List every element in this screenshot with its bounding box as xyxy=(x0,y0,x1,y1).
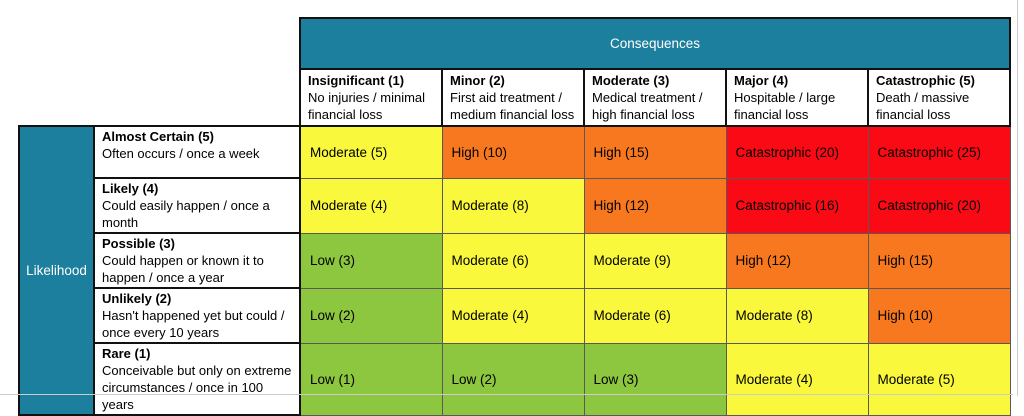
risk-cell: Moderate (5) xyxy=(867,342,1011,416)
column-header-row: Insignificant (1) No injuries / minimal … xyxy=(19,68,1011,127)
row-header-almost-certain: Almost Certain (5) Often occurs / once a… xyxy=(93,125,301,179)
risk-cell: Moderate (6) xyxy=(583,287,727,344)
table-row: Likelihood Almost Certain (5) Often occu… xyxy=(18,125,1011,416)
column-desc: No injuries / minimal financial loss xyxy=(308,90,426,122)
column-title: Moderate (3) xyxy=(592,73,670,88)
row-header-likely: Likely (4) Could easily happen / once a … xyxy=(93,177,301,234)
column-header-catastrophic: Catastrophic (5) Death / massive financi… xyxy=(867,68,1011,127)
risk-cell: Moderate (8) xyxy=(725,287,869,344)
risk-cell: Moderate (8) xyxy=(441,177,585,234)
row-header-unlikely: Unlikely (2) Hasn't happened yet but cou… xyxy=(93,287,301,344)
risk-cell: Catastrophic (16) xyxy=(725,177,869,234)
column-header-moderate: Moderate (3) Medical treatment / high fi… xyxy=(583,68,727,127)
column-desc: Hospitable / large financial loss xyxy=(734,90,836,122)
row-header-possible: Possible (3) Could happen or known it to… xyxy=(93,232,301,289)
row-desc: Could easily happen / once a month xyxy=(102,198,270,230)
table-row: Possible (3) Could happen or known it to… xyxy=(19,232,1011,289)
row-title: Rare (1) xyxy=(102,346,151,361)
column-title: Catastrophic (5) xyxy=(876,73,975,88)
risk-cell: Low (1) xyxy=(299,342,443,416)
column-title: Minor (2) xyxy=(450,73,505,88)
risk-cell: High (10) xyxy=(867,287,1011,344)
row-header-rare: Rare (1) Conceivable but only on extreme… xyxy=(93,342,301,416)
risk-cell: Low (2) xyxy=(299,287,443,344)
column-header-major: Major (4) Hospitable / large financial l… xyxy=(725,68,869,127)
risk-cell: High (15) xyxy=(867,232,1011,289)
risk-cell: High (15) xyxy=(583,125,727,179)
risk-cell: Low (3) xyxy=(583,342,727,416)
page-edge-line-right xyxy=(1017,0,1018,396)
risk-cell: Moderate (4) xyxy=(299,177,443,234)
table-row: Likely (4) Could easily happen / once a … xyxy=(19,177,1011,234)
risk-cell: Low (3) xyxy=(299,232,443,289)
risk-cell: Moderate (4) xyxy=(725,342,869,416)
risk-cell: Moderate (4) xyxy=(441,287,585,344)
empty-corner xyxy=(19,18,300,126)
row-title: Almost Certain (5) xyxy=(102,129,214,144)
row-desc: Could happen or known it to happen / onc… xyxy=(102,253,264,285)
column-header-insignificant: Insignificant (1) No injuries / minimal … xyxy=(299,68,443,127)
column-desc: Death / massive financial loss xyxy=(876,90,970,122)
row-desc: Conceivable but only on extreme circumst… xyxy=(102,363,292,412)
risk-matrix-table: Consequences Insignificant (1) No injuri… xyxy=(18,17,1011,416)
risk-cell: Low (2) xyxy=(441,342,585,416)
column-title: Major (4) xyxy=(734,73,789,88)
risk-cell: Moderate (6) xyxy=(441,232,585,289)
table-row: Unlikely (2) Hasn't happened yet but cou… xyxy=(19,287,1011,344)
likelihood-header: Likelihood xyxy=(18,125,95,416)
risk-cell: High (12) xyxy=(725,232,869,289)
row-title: Possible (3) xyxy=(102,236,175,251)
risk-cell: High (12) xyxy=(583,177,727,234)
risk-cell: Catastrophic (25) xyxy=(867,125,1011,179)
risk-cell: Moderate (5) xyxy=(299,125,443,179)
consequences-header: Consequences xyxy=(299,17,1011,70)
column-title: Insignificant (1) xyxy=(308,73,405,88)
column-desc: First aid treatment / medium financial l… xyxy=(450,90,575,122)
row-desc: Hasn't happened yet but could / once eve… xyxy=(102,308,285,340)
risk-cell: High (10) xyxy=(441,125,585,179)
table-row: Rare (1) Conceivable but only on extreme… xyxy=(19,342,1011,416)
risk-cell: Catastrophic (20) xyxy=(867,177,1011,234)
column-desc: Medical treatment / high financial loss xyxy=(592,90,703,122)
risk-cell: Moderate (9) xyxy=(583,232,727,289)
risk-cell: Catastrophic (20) xyxy=(725,125,869,179)
row-title: Unlikely (2) xyxy=(102,291,172,306)
row-title: Likely (4) xyxy=(102,181,159,196)
row-desc: Often occurs / once a week xyxy=(102,146,260,161)
column-header-minor: Minor (2) First aid treatment / medium f… xyxy=(441,68,585,127)
page-edge-line-bottom xyxy=(0,394,1013,395)
